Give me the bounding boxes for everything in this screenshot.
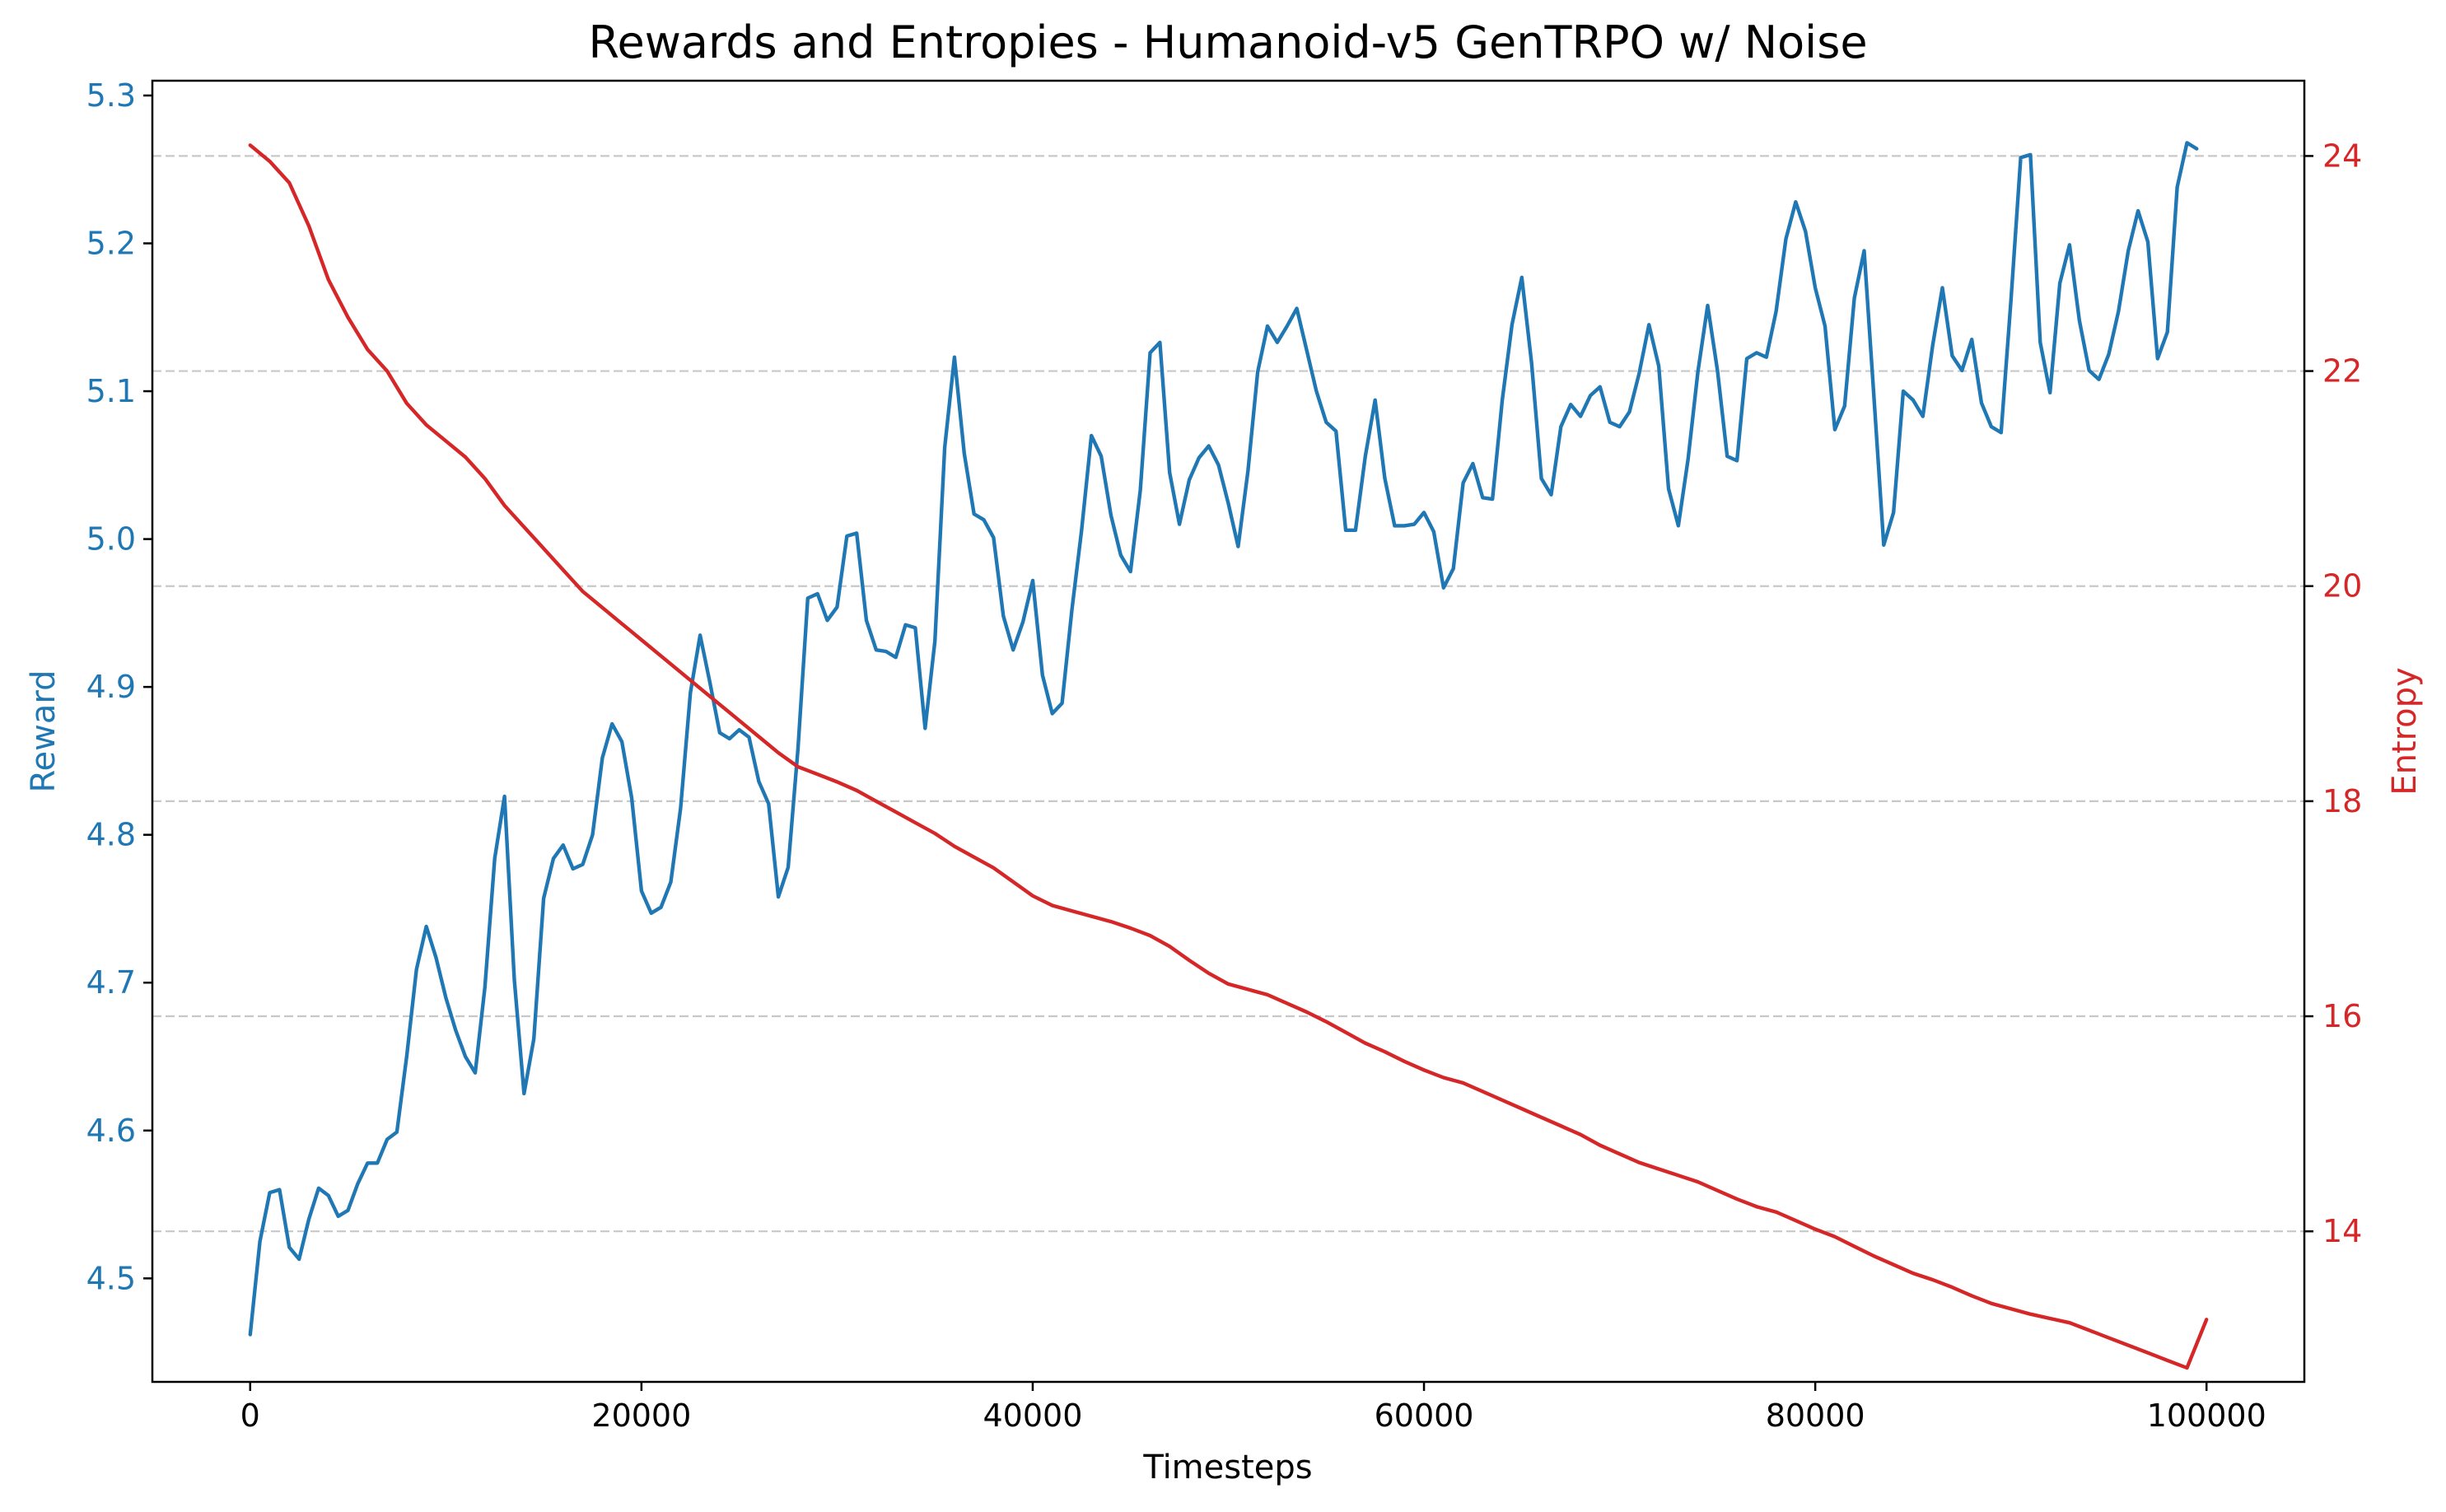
plot-frame: [151, 79, 2306, 1384]
y-left-tick-label: 5.1: [86, 373, 136, 409]
entropy-series-line: [248, 143, 2209, 1370]
y-right-tick-label: 16: [2322, 998, 2362, 1034]
right-axis-ticks: 14 16 18 20 22 24: [2304, 138, 2362, 1249]
y-right-tick-label: 18: [2322, 783, 2362, 819]
y-left-tick-label: 4.7: [86, 964, 136, 1001]
y-left-tick-label: 4.8: [86, 817, 136, 853]
chart-title: Rewards and Entropies - Humanoid-v5 GenT…: [588, 16, 1867, 68]
x-tick-label: 100000: [2147, 1398, 2266, 1434]
y-left-tick-label: 4.9: [86, 669, 136, 705]
x-tick-label: 80000: [1766, 1398, 1865, 1434]
gridlines: [152, 155, 2304, 1233]
x-tick-label: 0: [240, 1398, 260, 1434]
y-right-tick-label: 24: [2322, 138, 2362, 174]
x-tick-label: 20000: [591, 1398, 691, 1434]
y-left-tick-label: 5.3: [86, 77, 136, 114]
y-right-tick-label: 22: [2322, 353, 2362, 390]
y-left-tick-label: 5.2: [86, 226, 136, 262]
y-left-tick-label: 5.0: [86, 521, 136, 558]
reward-series-line: [248, 141, 2199, 1337]
y-axis-label-left: Reward: [25, 670, 63, 793]
y-left-tick-label: 4.5: [86, 1260, 136, 1296]
x-axis-label: Timesteps: [1142, 1449, 1312, 1486]
x-tick-label: 40000: [983, 1398, 1083, 1434]
left-axis-ticks: 4.5 4.6 4.7 4.8 4.9 5.0 5.1 5.2 5.3: [86, 77, 152, 1296]
x-tick-label: 60000: [1375, 1398, 1474, 1434]
x-axis-ticks: 0 20000 40000 60000 80000 100000: [240, 1382, 2266, 1434]
series-layer: [248, 141, 2209, 1370]
y-axis-label-right: Entropy: [2386, 667, 2424, 795]
y-right-tick-label: 14: [2322, 1213, 2362, 1249]
y-right-tick-label: 20: [2322, 568, 2362, 604]
y-left-tick-label: 4.6: [86, 1113, 136, 1149]
